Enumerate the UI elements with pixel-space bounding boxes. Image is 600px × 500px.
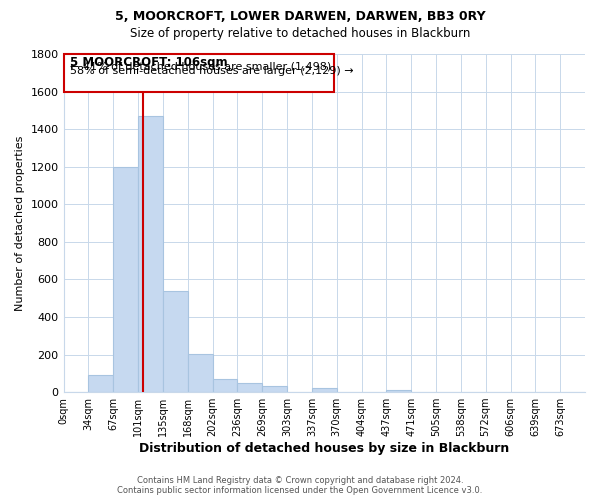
Text: Size of property relative to detached houses in Blackburn: Size of property relative to detached ho… bbox=[130, 28, 470, 40]
Bar bbox=[138, 116, 163, 392]
Y-axis label: Number of detached properties: Number of detached properties bbox=[15, 136, 25, 310]
Bar bbox=[88, 375, 113, 392]
Text: 58% of semi-detached houses are larger (2,129) →: 58% of semi-detached houses are larger (… bbox=[70, 66, 354, 76]
Text: Contains HM Land Registry data © Crown copyright and database right 2024.
Contai: Contains HM Land Registry data © Crown c… bbox=[118, 476, 482, 495]
Bar bbox=[188, 354, 212, 392]
X-axis label: Distribution of detached houses by size in Blackburn: Distribution of detached houses by size … bbox=[139, 442, 509, 455]
FancyBboxPatch shape bbox=[64, 54, 334, 92]
Text: 5, MOORCROFT, LOWER DARWEN, DARWEN, BB3 0RY: 5, MOORCROFT, LOWER DARWEN, DARWEN, BB3 … bbox=[115, 10, 485, 23]
Bar bbox=[113, 166, 138, 392]
Bar bbox=[312, 388, 337, 392]
Text: 5 MOORCROFT: 106sqm: 5 MOORCROFT: 106sqm bbox=[70, 56, 228, 69]
Bar bbox=[262, 386, 287, 392]
Bar bbox=[212, 379, 238, 392]
Bar bbox=[386, 390, 411, 392]
Bar bbox=[163, 290, 188, 392]
Bar bbox=[238, 382, 262, 392]
Text: ← 41% of detached houses are smaller (1,498): ← 41% of detached houses are smaller (1,… bbox=[70, 61, 332, 71]
